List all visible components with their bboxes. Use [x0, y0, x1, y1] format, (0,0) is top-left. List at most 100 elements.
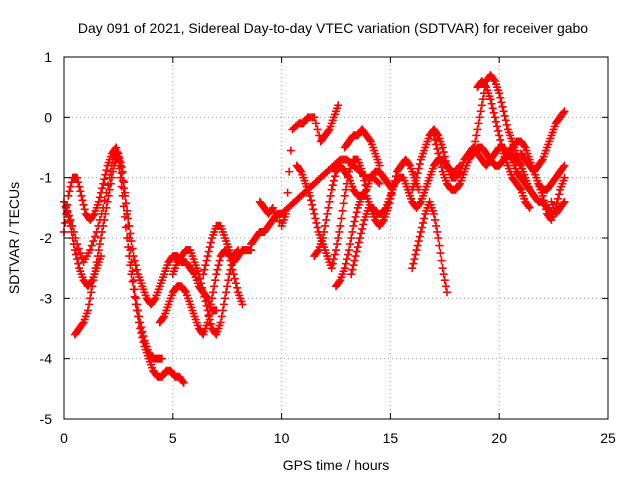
data-point: [496, 135, 505, 144]
data-point: [64, 191, 73, 200]
data-point: [375, 161, 384, 170]
data-point: [560, 197, 569, 206]
data-point: [126, 246, 135, 255]
data-point: [122, 199, 131, 208]
data-point: [203, 306, 212, 315]
data-point: [409, 259, 418, 268]
data-point: [313, 125, 322, 134]
data-point: [498, 145, 507, 154]
data-point: [333, 240, 342, 249]
data-point: [223, 282, 232, 291]
data-point: [204, 310, 213, 319]
data-point: [334, 234, 343, 242]
data-point: [65, 217, 74, 226]
data-point: [375, 179, 384, 188]
data-point: [438, 264, 447, 273]
data-point: [206, 319, 215, 328]
data-point: [327, 185, 336, 194]
data-point: [470, 143, 479, 152]
data-point: [330, 172, 339, 181]
data-point: [473, 125, 482, 134]
data-point: [481, 81, 490, 90]
data-point: [559, 199, 568, 208]
data-point: [224, 276, 233, 285]
x-tick-label: 5: [169, 430, 177, 446]
data-point: [358, 167, 367, 176]
data-point: [347, 234, 356, 242]
data-point: [130, 292, 139, 301]
data-point: [226, 265, 235, 274]
series-track-j: [292, 155, 371, 273]
data-point: [130, 285, 139, 294]
data-point: [217, 312, 226, 321]
data-point: [129, 276, 138, 285]
data-point: [414, 237, 423, 246]
data-point: [67, 227, 76, 236]
data-point: [345, 246, 354, 255]
x-axis-label: GPS time / hours: [283, 457, 390, 473]
data-point: [486, 95, 495, 104]
data-point: [74, 244, 83, 253]
data-point: [416, 227, 425, 236]
data-point: [411, 250, 420, 259]
data-point: [441, 157, 450, 166]
series-track-i: [255, 101, 343, 230]
data-point: [157, 354, 166, 363]
data-point: [213, 265, 222, 274]
data-point: [337, 214, 346, 223]
data-point: [96, 252, 105, 261]
data-point: [477, 101, 486, 110]
data-point: [500, 111, 509, 120]
data-point: [496, 93, 505, 102]
data-point: [413, 241, 422, 250]
data-point: [432, 221, 441, 230]
data-point: [441, 282, 450, 291]
data-point: [126, 229, 135, 238]
data-point: [476, 107, 485, 116]
data-point: [199, 288, 208, 297]
data-point: [63, 208, 72, 217]
data-point: [219, 300, 228, 309]
data-point: [94, 197, 103, 206]
data-point: [68, 234, 77, 242]
data-point: [323, 209, 332, 218]
data-point: [206, 238, 215, 247]
data-point: [218, 306, 227, 315]
data-point: [491, 117, 500, 126]
data-point: [559, 108, 568, 117]
data-point: [100, 215, 109, 224]
data-point: [285, 167, 294, 176]
data-point: [138, 327, 147, 336]
data-point: [212, 270, 221, 279]
data-points: [60, 71, 569, 387]
data-point: [498, 102, 507, 111]
data-point: [102, 203, 111, 212]
series-track-e: [155, 246, 247, 339]
data-point: [198, 283, 207, 292]
y-tick-label: 1: [44, 49, 52, 65]
data-point: [99, 221, 108, 230]
data-point: [225, 270, 234, 279]
data-point: [83, 306, 92, 315]
data-point: [105, 185, 114, 194]
data-point: [330, 250, 339, 259]
data-point: [202, 256, 211, 265]
data-point: [95, 193, 104, 202]
data-point: [131, 261, 140, 270]
data-point: [73, 173, 82, 182]
data-point: [179, 378, 188, 387]
data-point: [209, 288, 218, 297]
series-track-o: [408, 197, 451, 297]
y-tick-label: -2: [40, 230, 53, 246]
data-point: [520, 141, 529, 150]
data-point: [435, 154, 444, 163]
data-point: [108, 167, 117, 176]
data-point: [231, 279, 240, 288]
x-tick-label: 0: [60, 430, 68, 446]
data-point: [308, 200, 317, 209]
data-point: [429, 209, 438, 218]
data-point: [324, 126, 333, 135]
data-point: [352, 247, 361, 256]
data-point: [118, 167, 127, 176]
data-point: [501, 116, 510, 125]
